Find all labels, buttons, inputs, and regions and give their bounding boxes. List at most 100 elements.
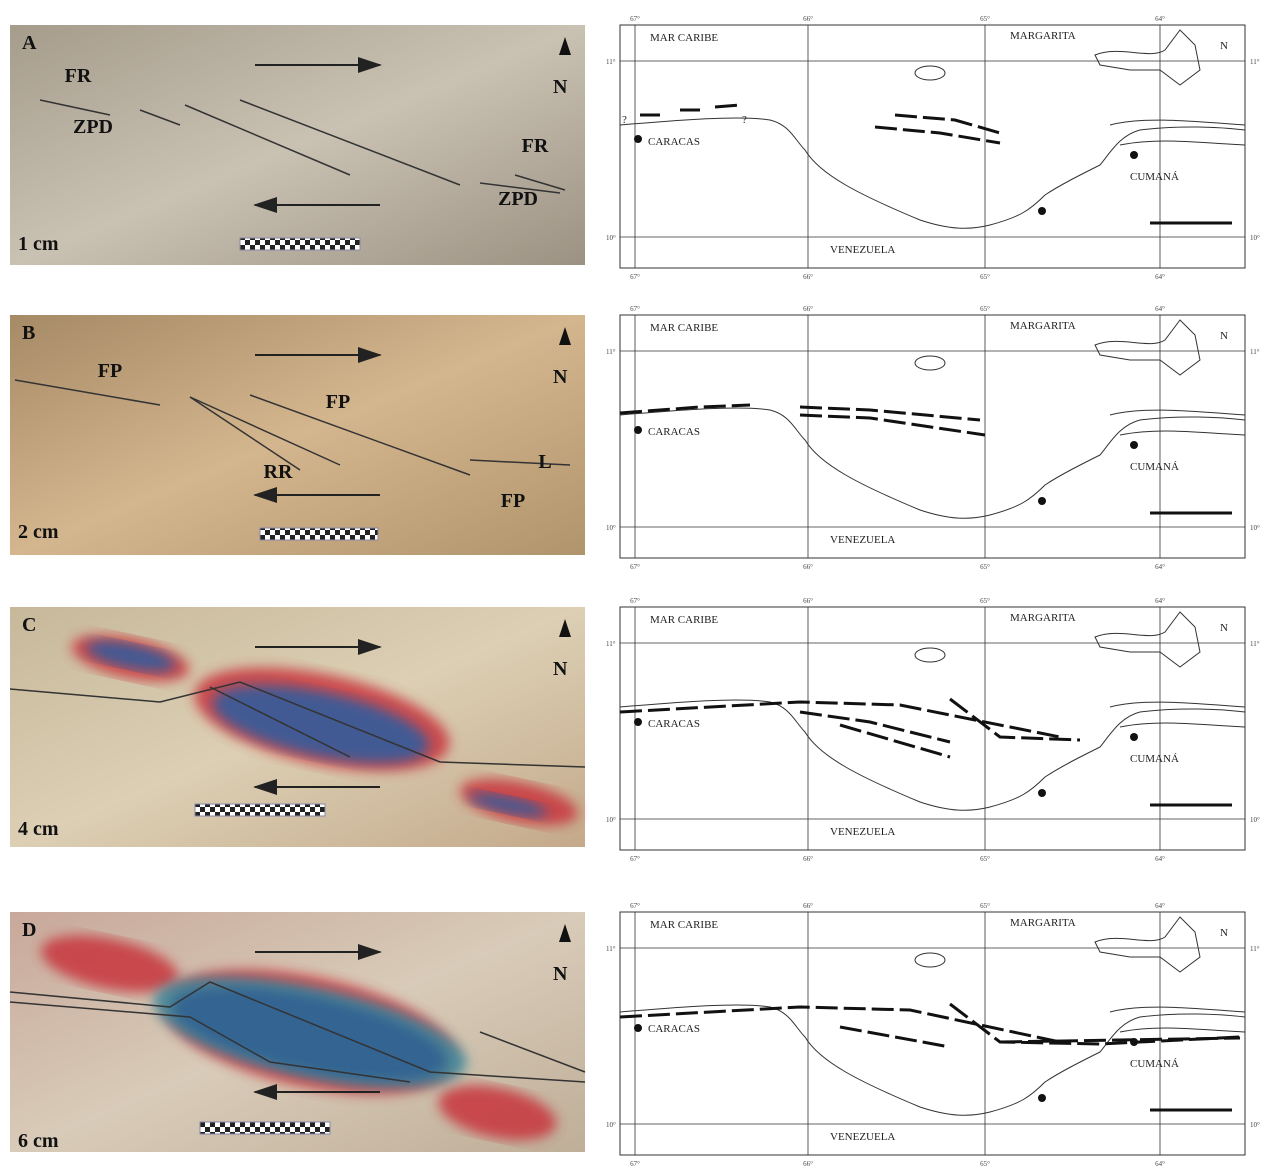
island: [914, 647, 946, 663]
fault-trace: [184, 104, 351, 176]
island-margarita: [1094, 611, 1201, 668]
scale-label: 4 cm: [18, 818, 59, 840]
fault-trace: [249, 394, 471, 476]
city-dot: [1130, 1038, 1138, 1046]
city-label: CARACAS: [648, 718, 700, 730]
lon-label: 67°: [630, 273, 640, 281]
north-label: N: [553, 963, 568, 985]
panel-letter: C: [22, 614, 36, 636]
city-label: CARACAS: [648, 426, 700, 438]
fault-trace: [9, 681, 586, 768]
island-label: MARGARITA: [1010, 612, 1076, 624]
fault-trace: [239, 99, 461, 186]
lon-label: 67°: [630, 15, 640, 23]
sea-label: MAR CARIBE: [650, 32, 718, 44]
island-label: MARGARITA: [1010, 917, 1076, 929]
lon-label: 66°: [803, 273, 813, 281]
fault-trace: [479, 1031, 586, 1073]
photo-panel: C 4 cm N: [9, 607, 586, 847]
north-label: N: [553, 366, 568, 388]
map-frame: [619, 606, 1246, 851]
scale-bar: [199, 1121, 331, 1135]
lon-label: 66°: [803, 305, 813, 313]
scale-bar: [259, 527, 379, 541]
structure-label: FP: [98, 360, 122, 382]
city-label: CUMANÁ: [1130, 461, 1179, 473]
city-label: CARACAS: [648, 1023, 700, 1035]
structure-label: FP: [326, 391, 350, 413]
lon-label: 66°: [803, 563, 813, 571]
lat-label: 10°: [606, 1121, 616, 1129]
lon-label: 66°: [803, 855, 813, 863]
coastline: [619, 117, 1246, 229]
map-fault: [874, 125, 1001, 145]
map-note: ?: [742, 114, 747, 126]
lat-label: 10°: [606, 816, 616, 824]
north-label: N: [553, 76, 568, 98]
city-label: CUMANÁ: [1130, 753, 1179, 765]
photo-panel: A 1 cm FR ZPD FR ZPD N: [10, 25, 585, 265]
photo-panel: D 6 cm N: [9, 912, 586, 1152]
city-label: CARACAS: [648, 136, 700, 148]
map-fault: [839, 1025, 951, 1049]
map-fault: [619, 1005, 1061, 1044]
structure-label: RR: [264, 461, 293, 483]
island-margarita: [1094, 319, 1201, 376]
structure-label: ZPD: [73, 116, 113, 138]
lon-label: 65°: [980, 597, 990, 605]
lon-label: 67°: [630, 1160, 640, 1168]
island-label: MARGARITA: [1010, 30, 1076, 42]
map-north: N: [1220, 40, 1228, 52]
map-fault: [714, 103, 741, 109]
map-frame: [619, 911, 1246, 1156]
lat-label: 10°: [1250, 816, 1260, 824]
country-label: VENEZUELA: [830, 244, 895, 256]
country-label: VENEZUELA: [830, 826, 895, 838]
lat-label: 11°: [606, 640, 616, 648]
coastline: [619, 1004, 1246, 1116]
fault-trace: [189, 396, 341, 466]
map-fault: [799, 413, 986, 437]
scale-bar: [194, 803, 326, 817]
north-arrow: [559, 619, 571, 637]
lon-label: 66°: [803, 1160, 813, 1168]
fault-trace: [9, 1001, 411, 1083]
map-panel: 67° 67° 66° 66° 65° 65° 64° 64° 11° 11° 10° 10° MAR …: [606, 15, 1260, 281]
lat-label: 11°: [1250, 640, 1260, 648]
dye-patch: [468, 793, 548, 817]
city-label: CUMANÁ: [1130, 171, 1179, 183]
lat-label: 10°: [1250, 234, 1260, 242]
map-north: N: [1220, 927, 1228, 939]
island-margarita: [1094, 29, 1201, 86]
structure-label: ZPD: [498, 188, 538, 210]
city-dot: [1038, 497, 1046, 505]
scale-bar: [239, 237, 361, 251]
map-fault: [619, 403, 751, 415]
map-fault: [799, 710, 951, 744]
map-fault: [999, 1036, 1241, 1044]
lon-label: 67°: [630, 902, 640, 910]
lat-label: 10°: [1250, 1121, 1260, 1129]
lon-label: 65°: [980, 902, 990, 910]
fault-trace: [14, 379, 161, 406]
structure-label: L: [538, 451, 551, 473]
panel-letter: D: [22, 919, 36, 941]
map-north: N: [1220, 622, 1228, 634]
lon-label: 65°: [980, 273, 990, 281]
lon-label: 64°: [1155, 273, 1165, 281]
lat-label: 11°: [1250, 348, 1260, 356]
structure-label: FP: [501, 490, 525, 512]
lon-label: 67°: [630, 563, 640, 571]
fault-trace: [9, 981, 586, 1083]
dye-patch: [41, 935, 179, 993]
fault-trace: [139, 109, 181, 126]
structure-label: FR: [522, 135, 549, 157]
city-dot: [634, 1024, 642, 1032]
lon-label: 65°: [980, 305, 990, 313]
country-label: VENEZUELA: [830, 534, 895, 546]
photo-background: [10, 315, 585, 555]
lon-label: 64°: [1155, 563, 1165, 571]
fault-trace: [479, 182, 561, 194]
lon-label: 64°: [1155, 855, 1165, 863]
